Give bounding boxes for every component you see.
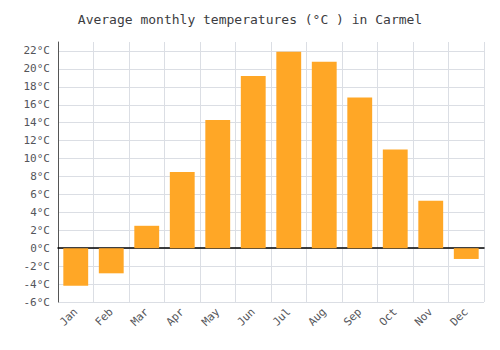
svg-text:Mar: Mar: [128, 305, 151, 328]
svg-text:10°C: 10°C: [24, 152, 51, 165]
svg-text:8°C: 8°C: [30, 170, 50, 183]
svg-text:2°C: 2°C: [30, 224, 50, 237]
svg-text:Apr: Apr: [164, 305, 187, 328]
svg-text:22°C: 22°C: [24, 44, 51, 57]
svg-text:Average monthly temperatures (: Average monthly temperatures (°C ) in Ca…: [78, 12, 422, 27]
svg-text:20°C: 20°C: [24, 62, 51, 75]
svg-text:Oct: Oct: [377, 305, 400, 328]
svg-text:-2°C: -2°C: [24, 260, 51, 273]
svg-text:Sep: Sep: [341, 305, 364, 328]
svg-text:14°C: 14°C: [24, 116, 51, 129]
svg-text:May: May: [199, 305, 222, 328]
svg-text:Feb: Feb: [93, 305, 116, 328]
svg-text:-6°C: -6°C: [24, 296, 51, 309]
svg-text:Jan: Jan: [57, 305, 80, 328]
svg-text:6°C: 6°C: [30, 188, 50, 201]
svg-text:-4°C: -4°C: [24, 278, 51, 291]
svg-text:Dec: Dec: [448, 305, 471, 328]
svg-text:Jul: Jul: [270, 305, 293, 328]
svg-text:18°C: 18°C: [24, 80, 51, 93]
svg-text:16°C: 16°C: [24, 98, 51, 111]
svg-text:Nov: Nov: [412, 305, 435, 328]
svg-text:4°C: 4°C: [30, 206, 50, 219]
svg-text:Aug: Aug: [306, 305, 329, 328]
svg-text:0°C: 0°C: [30, 242, 50, 255]
svg-text:Jun: Jun: [235, 305, 258, 328]
svg-text:12°C: 12°C: [24, 134, 51, 147]
